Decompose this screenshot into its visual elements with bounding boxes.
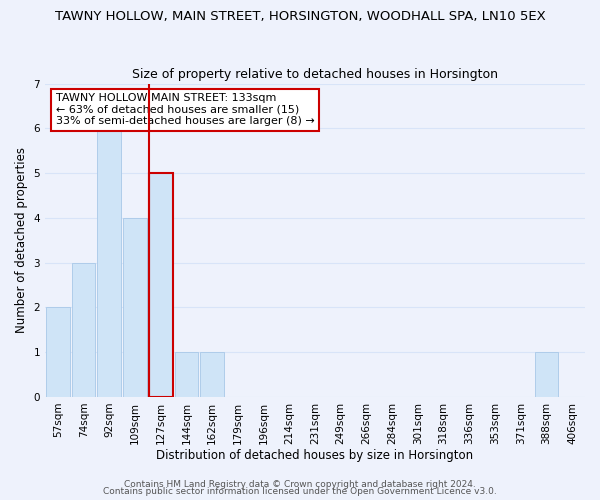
X-axis label: Distribution of detached houses by size in Horsington: Distribution of detached houses by size … — [157, 450, 473, 462]
Y-axis label: Number of detached properties: Number of detached properties — [15, 148, 28, 334]
Text: Contains public sector information licensed under the Open Government Licence v3: Contains public sector information licen… — [103, 487, 497, 496]
Bar — [175, 352, 198, 397]
Bar — [46, 308, 70, 397]
Bar — [535, 352, 558, 397]
Text: TAWNY HOLLOW, MAIN STREET, HORSINGTON, WOODHALL SPA, LN10 5EX: TAWNY HOLLOW, MAIN STREET, HORSINGTON, W… — [55, 10, 545, 23]
Bar — [72, 262, 95, 397]
Bar — [200, 352, 224, 397]
Text: TAWNY HOLLOW MAIN STREET: 133sqm
← 63% of detached houses are smaller (15)
33% o: TAWNY HOLLOW MAIN STREET: 133sqm ← 63% o… — [56, 93, 314, 126]
Bar — [123, 218, 147, 397]
Bar — [149, 173, 173, 397]
Bar — [97, 128, 121, 397]
Text: Contains HM Land Registry data © Crown copyright and database right 2024.: Contains HM Land Registry data © Crown c… — [124, 480, 476, 489]
Title: Size of property relative to detached houses in Horsington: Size of property relative to detached ho… — [132, 68, 498, 81]
